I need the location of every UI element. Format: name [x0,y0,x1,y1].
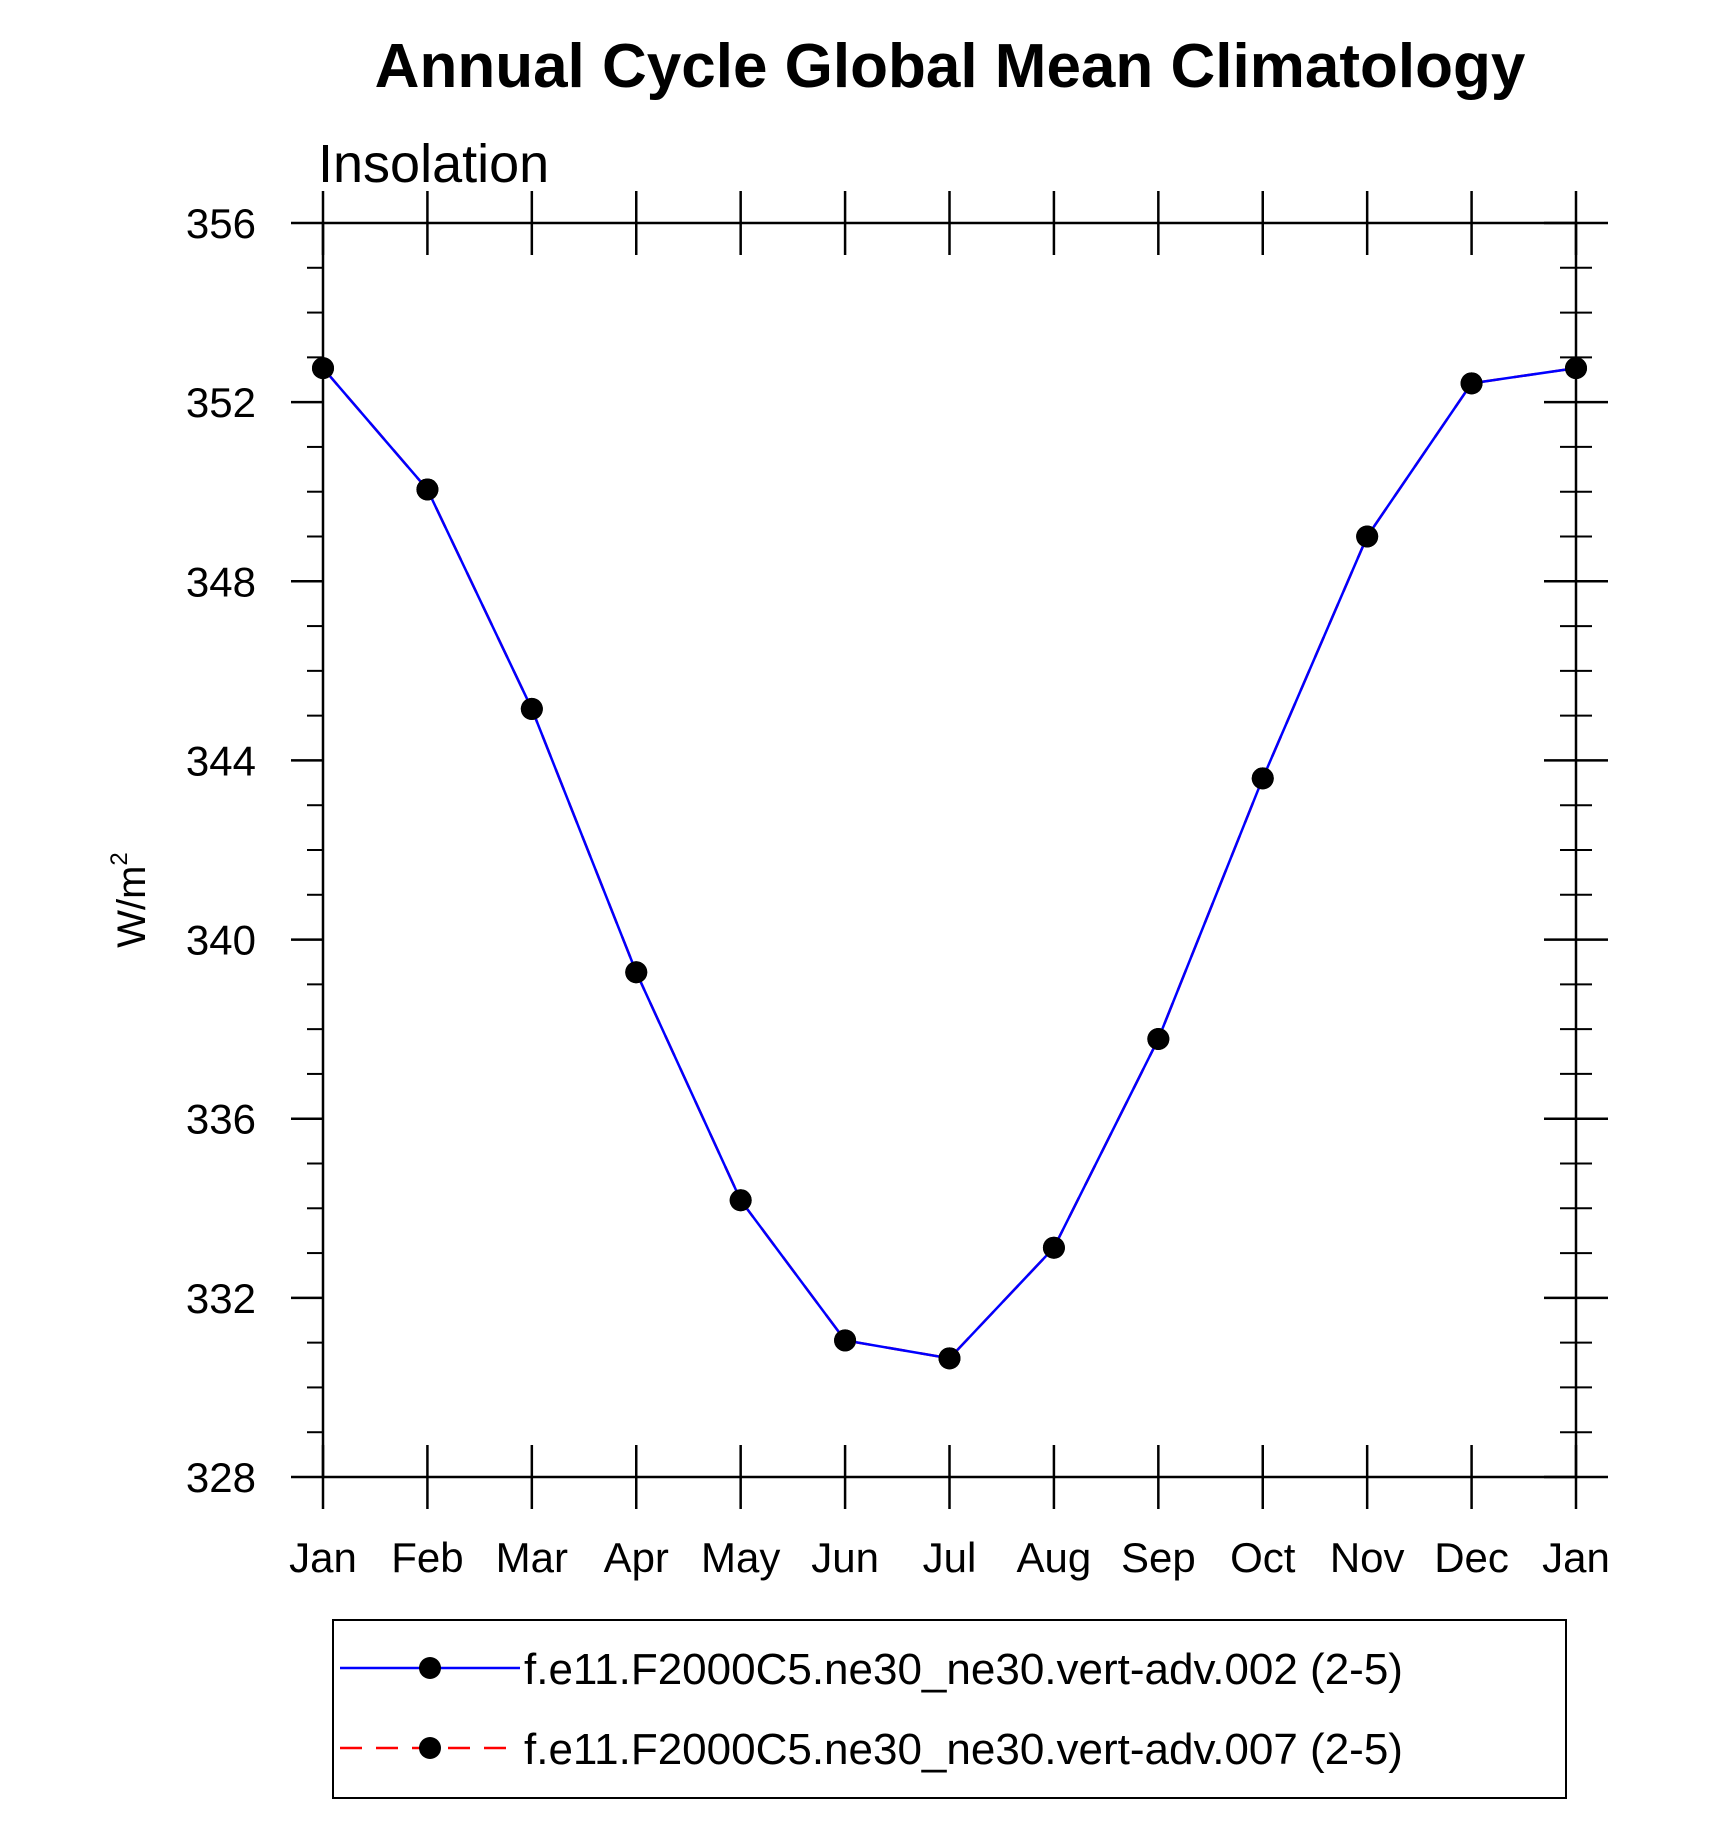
y-tick-label: 340 [186,917,256,964]
series-1-point [938,1347,961,1370]
x-tick-label: Sep [1121,1534,1196,1581]
y-tick-label: 344 [186,737,256,784]
y-tick-label: 356 [186,200,256,247]
series-2-line [322,366,1577,1360]
legend-label-series-2: f.e11.F2000C5.ne30_ne30.vert-adv.007 (2-… [524,1725,1403,1774]
series-1-point [625,961,648,984]
series-1-point [1460,372,1483,395]
x-tick-label: Jan [289,1534,357,1581]
y-tick-label: 348 [186,558,256,605]
series-1-point [1565,357,1587,380]
series-1-point [834,1329,857,1352]
series-1-point [1251,767,1274,790]
y-tick-label: 352 [186,379,256,426]
svg-text:W/m2: W/m2 [106,852,154,948]
y-tick-label: 332 [186,1275,256,1322]
x-tick-label: Oct [1230,1534,1296,1581]
series-1-line [322,366,1577,1360]
y-axis-label: W/m2 [106,852,154,948]
series-1-point [729,1189,752,1212]
x-tick-label: Feb [391,1534,463,1581]
x-tick-label: Dec [1434,1534,1509,1581]
x-tick-label: Nov [1330,1534,1405,1581]
y-tick-label: 328 [186,1454,256,1501]
series-layer [312,357,1587,1370]
x-tick-label: Jul [923,1534,977,1581]
x-tick-label: Aug [1017,1534,1092,1581]
x-tick-label: Mar [496,1534,568,1581]
y-axis-label-base: W/m [110,866,154,948]
x-tick-label: May [701,1534,780,1581]
series-1-point [1042,1236,1065,1259]
legend: f.e11.F2000C5.ne30_ne30.vert-adv.002 (2-… [332,1619,1567,1799]
x-tick-label: Jan [1542,1534,1610,1581]
series-1-point [520,697,543,720]
series-1-point [1147,1027,1170,1050]
y-tick-label: 336 [186,1096,256,1143]
series-1-point [416,478,439,501]
series-1-point [312,357,334,380]
chart-title: Annual Cycle Global Mean Climatology [375,32,1526,101]
x-tick-label: Jun [811,1534,879,1581]
axes-layer: 328 332 336 340 344 348 352 356 Jan Feb Mar Apr May J… [186,191,1610,1581]
series-1-point [1356,525,1379,548]
legend-box [332,1619,1567,1799]
x-tick-label: Apr [604,1534,669,1581]
plot-frame [321,221,1578,1479]
chart-subtitle: Insolation [318,134,549,194]
y-axis-label-superscript: 2 [106,852,133,865]
legend-label-series-1: f.e11.F2000C5.ne30_ne30.vert-adv.002 (2-… [524,1645,1403,1694]
legend-marker-series-2 [419,1737,441,1759]
legend-marker-series-1 [419,1657,441,1679]
